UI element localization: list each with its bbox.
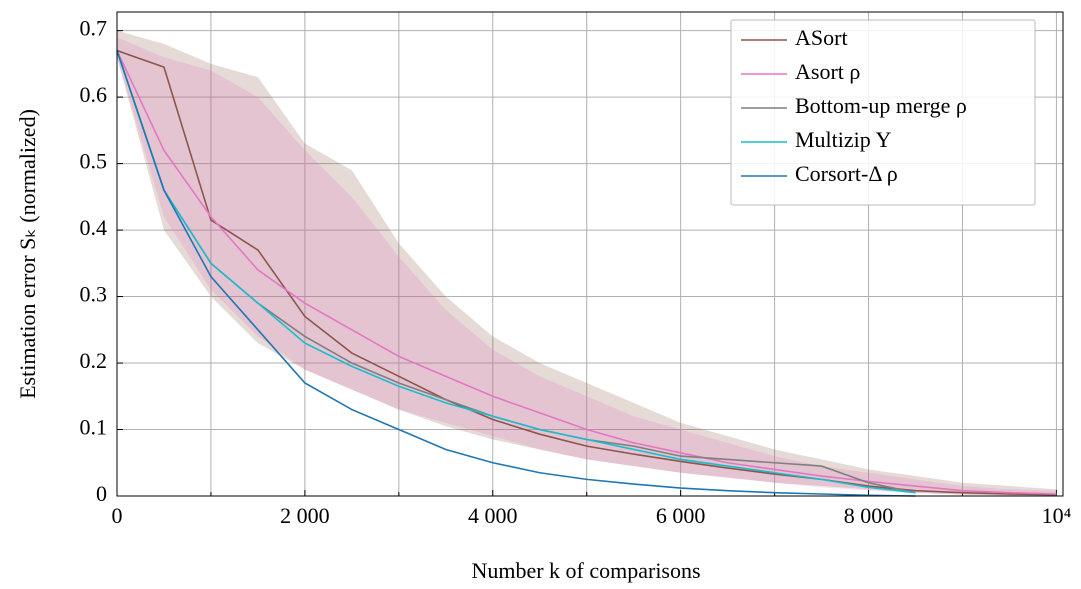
y-tick-label: 0 [96,481,107,506]
y-tick-label: 0.4 [80,215,108,240]
y-tick-label: 0.3 [80,282,108,307]
line [116,50,916,497]
legend-box [730,19,1036,206]
x-tick-label: 10⁴ [1042,503,1072,528]
x-tick-label: 2 000 [280,503,330,528]
legend-label: Multizip Y [795,127,891,152]
y-axis-label: Estimation error Sₖ (normalized) [15,109,40,399]
x-axis-label: Number k of comparisons [471,558,700,583]
x-tick-label: 0 [112,503,123,528]
y-tick-label: 0.6 [80,82,108,107]
x-tick-label: 6 000 [656,503,706,528]
legend: ASort Asort ρ Bottom-up merge ρ Multizip Y C… [730,19,1036,206]
y-tick-label: 0.1 [80,415,108,440]
y-tick-label: 0.2 [80,348,108,373]
legend-label: Corsort-Δ ρ [795,161,898,186]
band [117,37,1057,497]
legend-label: Asort ρ [795,59,860,84]
legend-label: ASort [795,25,848,50]
x-tick-label: 4 000 [468,503,518,528]
plot-frame [116,11,1064,497]
line [116,50,916,494]
y-tick-label: 0.5 [80,149,108,174]
band [117,30,1057,496]
x-tick-label: 8 000 [844,503,894,528]
line [116,50,1057,495]
legend-label: Bottom-up merge ρ [795,93,967,118]
y-tick-label: 0.7 [80,16,108,41]
